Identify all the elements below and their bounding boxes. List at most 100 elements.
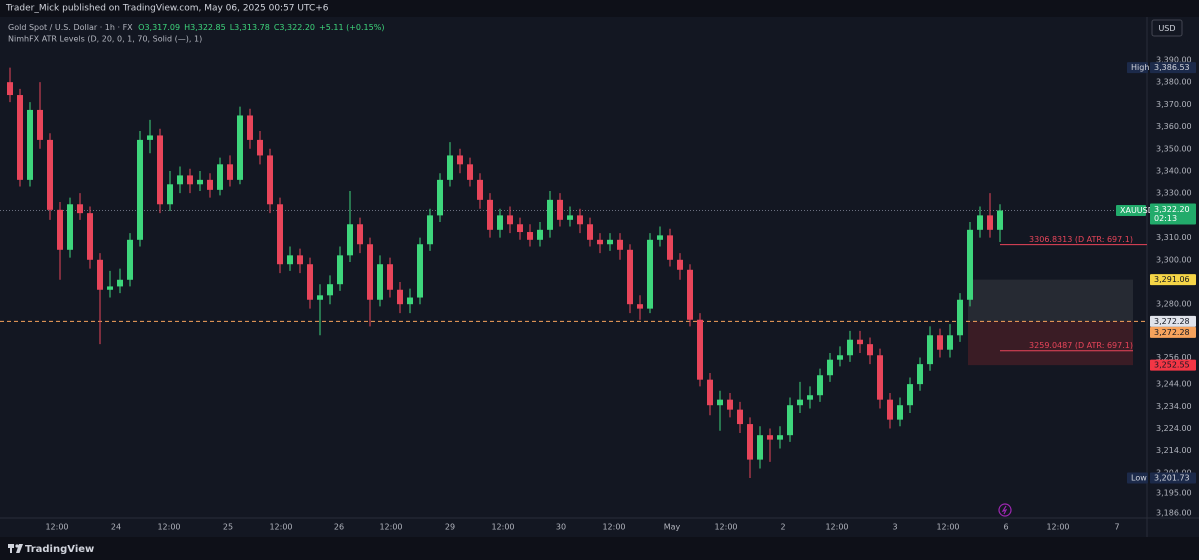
- events-icon[interactable]: [998, 503, 1012, 517]
- extreme-name: High: [1131, 63, 1149, 72]
- extreme-name-box: [1127, 472, 1148, 484]
- candle-body: [537, 229, 543, 240]
- candle-body: [347, 224, 353, 256]
- candle-body: [527, 232, 533, 240]
- x-tick-label: 2: [780, 523, 785, 532]
- legend: Gold Spot / U.S. Dollar · 1h · FX O3,317.…: [8, 23, 384, 32]
- y-tick-label: 3,224.00: [1156, 424, 1192, 433]
- candle-body: [467, 164, 473, 180]
- level-price: 3,252.55: [1154, 361, 1190, 370]
- level-box: [1150, 359, 1196, 371]
- y-tick-label: 3,330.00: [1156, 189, 1192, 198]
- x-tick-label: 6: [1003, 523, 1008, 532]
- indicator-legend: NimhFX ATR Levels (D, 20, 0, 1, 70, Soli…: [8, 35, 202, 44]
- candle-body: [497, 215, 503, 230]
- candle-body: [977, 215, 983, 230]
- candle-body: [137, 139, 143, 240]
- currency-box[interactable]: [1151, 19, 1183, 37]
- symbol-title: Gold Spot / U.S. Dollar · 1h · FX: [8, 23, 133, 32]
- candle-body: [77, 204, 83, 214]
- extreme-box: [1150, 62, 1196, 74]
- candle-body: [817, 375, 823, 396]
- candle-body: [417, 244, 423, 298]
- candle-body: [747, 424, 753, 460]
- candle-body: [87, 213, 93, 260]
- candle-body: [457, 155, 463, 165]
- candle-body: [917, 364, 923, 385]
- candle-body: [557, 199, 563, 220]
- x-tick-label: 12:00: [1046, 523, 1069, 532]
- level-price: 3,272.28: [1154, 317, 1190, 326]
- ohlc-value: L3,313.78: [230, 23, 270, 32]
- candle-body: [437, 179, 443, 216]
- candle-body: [297, 255, 303, 265]
- y-tick-label: 3,390.00: [1156, 55, 1192, 64]
- candle-body: [477, 179, 483, 200]
- extreme-box: [1150, 472, 1196, 484]
- y-tick-label: 3,234.00: [1156, 402, 1192, 411]
- ohlc-value: H3,322.85: [184, 23, 226, 32]
- candle-body: [847, 339, 853, 356]
- candle-body: [327, 284, 333, 296]
- brand-logo: [8, 544, 23, 553]
- candle-body: [257, 139, 263, 156]
- x-tick-label: 12:00: [714, 523, 737, 532]
- candle-body: [597, 239, 603, 245]
- candle-body: [47, 139, 53, 210]
- candle-body: [37, 109, 43, 140]
- candle-body: [547, 199, 553, 230]
- level-box: [1150, 315, 1196, 327]
- candle-body: [147, 135, 153, 140]
- atr-level-label: 3306.8313 (D ATR: 697.1): [1029, 235, 1133, 244]
- candle-body: [7, 82, 13, 96]
- candle-body: [617, 239, 623, 250]
- candle-body: [827, 359, 833, 376]
- y-tick-label: 3,310.00: [1156, 233, 1192, 242]
- bottom-bar: [0, 537, 1199, 560]
- atr-level-label: 3259.0487 (D ATR: 697.1): [1029, 341, 1133, 350]
- candle-body: [107, 286, 113, 290]
- last-price-name: XAUUSD: [1120, 206, 1154, 215]
- logo-part: [10, 544, 12, 553]
- candle-body: [577, 215, 583, 225]
- y-tick-label: 3,340.00: [1156, 166, 1192, 175]
- candle-body: [57, 209, 63, 250]
- candle-body: [567, 215, 573, 220]
- candle-body: [587, 224, 593, 240]
- candle-body: [907, 384, 913, 406]
- candle-body: [117, 279, 123, 287]
- y-tick-label: 3,370.00: [1156, 100, 1192, 109]
- candle-body: [517, 224, 523, 233]
- x-tick-label: 12:00: [936, 523, 959, 532]
- candle-body: [427, 215, 433, 245]
- candle-body: [357, 224, 363, 245]
- extreme-price: 3,201.73: [1154, 473, 1190, 482]
- candle-body: [187, 175, 193, 185]
- candle-body: [837, 355, 843, 360]
- y-tick-label: 3,380.00: [1156, 78, 1192, 87]
- brand: TradingView: [25, 544, 94, 555]
- currency[interactable]: USD: [1158, 24, 1175, 33]
- candle-body: [167, 184, 173, 205]
- candle-body: [127, 239, 133, 280]
- candle-body: [407, 297, 413, 305]
- candle-body: [947, 335, 953, 350]
- candle-body: [157, 135, 163, 205]
- y-tick-label: 3,360.00: [1156, 122, 1192, 131]
- candle-body: [177, 175, 183, 185]
- ohlc-value: O3,317.09: [138, 23, 180, 32]
- candle-body: [207, 179, 213, 190]
- candle-body: [627, 249, 633, 305]
- candle-body: [987, 215, 993, 230]
- x-tick-label: 12:00: [269, 523, 292, 532]
- x-tick-label: 12:00: [602, 523, 625, 532]
- candle-body: [877, 355, 883, 400]
- x-tick-label: 12:00: [157, 523, 180, 532]
- candle-body: [387, 264, 393, 290]
- candle-body: [397, 289, 403, 305]
- ohlc-value: C3,322.20: [274, 23, 315, 32]
- countdown: 02:13: [1154, 214, 1177, 223]
- candle-body: [727, 399, 733, 410]
- events-icon-bolt: [1001, 505, 1008, 515]
- x-tick-label: 12:00: [45, 523, 68, 532]
